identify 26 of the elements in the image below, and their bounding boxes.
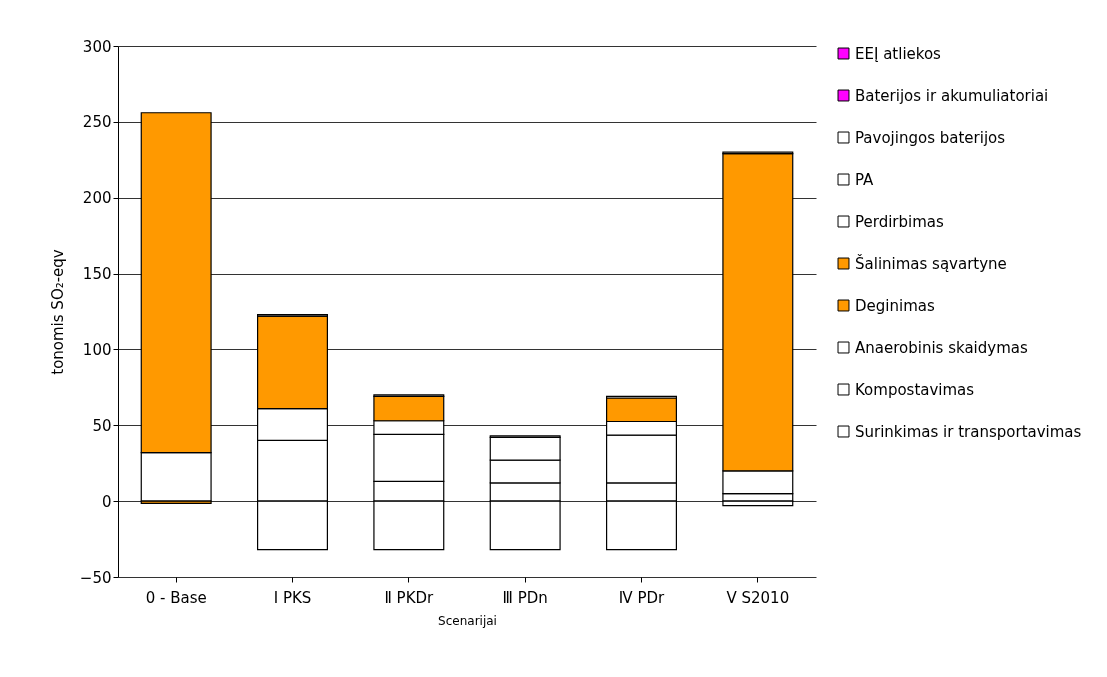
x-tick-label: Ⅲ PDn (502, 588, 548, 607)
x-axis-title: Scenarijai (438, 613, 497, 628)
y-tick-label: 50 (92, 416, 112, 435)
legend-label: EEĮ atliekos (855, 44, 942, 63)
y-axis-title: tonomis SO₂-eqv (48, 249, 67, 375)
y-tick-label: 100 (82, 340, 112, 359)
x-tick-label: V S2010 (726, 588, 790, 607)
legend-label: PA (855, 170, 875, 189)
y-tick-label: 0 (101, 492, 112, 511)
legend-label: Surinkimas ir transportavimas (855, 422, 1082, 441)
y-tick-label: 250 (82, 113, 112, 132)
y-tick-label: 300 (82, 37, 112, 56)
x-tick-label: I PKS (273, 588, 312, 607)
y-tick-label: 200 (82, 189, 112, 208)
x-tick-label: Ⅱ PKDr (384, 588, 435, 607)
x-tick-label: 0 - Base (145, 588, 207, 607)
y-tick-label: −50 (79, 568, 112, 587)
x-tick-label: Ⅳ PDr (618, 588, 666, 607)
legend-label: Šalinimas sąvartyne (855, 253, 1007, 273)
legend-label: Pavojingos baterijos (855, 128, 1006, 147)
legend-label: Anaerobinis skaidymas (855, 338, 1028, 357)
legend-label: Perdirbimas (855, 212, 944, 231)
legend-label: Baterijos ir akumuliatoriai (855, 86, 1049, 105)
legend-label: Deginimas (855, 296, 935, 315)
legend-label: Kompostavimas (855, 380, 975, 399)
y-tick-label: 150 (82, 265, 112, 284)
